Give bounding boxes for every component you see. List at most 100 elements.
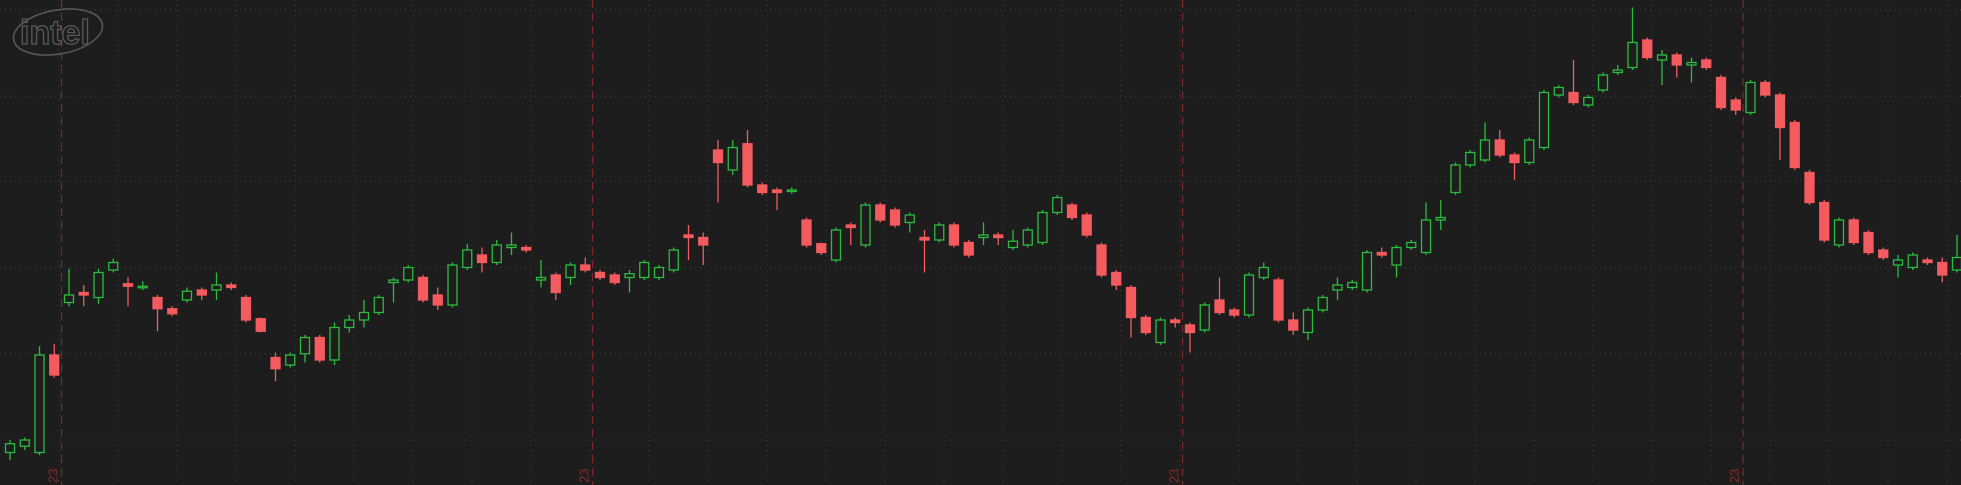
candle-body <box>1435 216 1446 221</box>
candle-body <box>1199 304 1210 331</box>
candle-body <box>1007 240 1019 249</box>
candle-body <box>565 264 576 279</box>
candle-body <box>1907 254 1918 269</box>
candle-body <box>1686 61 1697 66</box>
candle-body <box>4 443 16 454</box>
candle-body <box>1155 319 1166 344</box>
candle-body <box>476 254 488 264</box>
candle-body <box>1627 41 1638 69</box>
logo-swoosh <box>12 8 104 56</box>
candle-body <box>93 271 104 299</box>
candle-body <box>299 336 311 355</box>
candle-body <box>1774 94 1786 129</box>
candle-body <box>1140 316 1151 334</box>
candle-body <box>712 149 724 164</box>
candle-body <box>1317 296 1328 311</box>
candle-body <box>1332 284 1343 291</box>
candle-body <box>1597 74 1609 91</box>
candle-body <box>1361 251 1373 291</box>
candle-body <box>1081 214 1092 236</box>
candle-body <box>344 319 355 329</box>
candle-body <box>1715 76 1727 109</box>
x-tick-label: 23 <box>577 469 592 483</box>
candle-body <box>1878 249 1889 259</box>
candle-body <box>1022 229 1033 246</box>
candle-body <box>49 354 60 376</box>
candle-body <box>122 283 134 287</box>
candle-body <box>1922 259 1933 264</box>
candle-body <box>904 214 915 224</box>
candle-body <box>919 236 930 241</box>
candle-body <box>358 311 370 321</box>
candle-body <box>462 249 473 269</box>
candle-body <box>830 229 842 261</box>
candle-body <box>226 284 237 289</box>
candle-body <box>1583 96 1594 106</box>
candle-body <box>1347 281 1358 289</box>
candle-body <box>1745 81 1756 114</box>
candle-body <box>1450 164 1461 194</box>
candle-body <box>771 189 783 194</box>
candle-body <box>668 249 679 271</box>
candle-body <box>1288 319 1299 331</box>
candle-body <box>653 266 665 279</box>
candle-body <box>1863 231 1874 254</box>
candle-body <box>1538 91 1550 149</box>
candle-body <box>1509 154 1520 164</box>
candle-body <box>1848 219 1859 244</box>
candle-body <box>1420 219 1432 254</box>
candle-body <box>196 289 207 296</box>
candle-body <box>1273 279 1284 321</box>
candle-body <box>1951 256 1961 271</box>
candle-body <box>270 356 281 370</box>
candle-body <box>786 189 797 193</box>
candle-body <box>816 243 827 254</box>
candle-body <box>845 224 856 229</box>
candle-body <box>78 291 89 296</box>
candle-body <box>447 264 458 306</box>
candle-body <box>889 209 901 226</box>
candle-body <box>240 296 252 321</box>
candle-body <box>137 285 148 289</box>
candle-body <box>1391 246 1402 266</box>
candle-body <box>167 308 178 315</box>
candle-body <box>432 294 443 306</box>
candle-body <box>521 246 532 251</box>
candle-body <box>742 143 753 186</box>
candle-body <box>1052 196 1063 214</box>
candle-body <box>1819 201 1830 241</box>
candle-body <box>1406 241 1417 249</box>
candle-body <box>1111 271 1122 286</box>
candle-body <box>1479 139 1491 161</box>
candle-body <box>934 224 945 241</box>
candle-body <box>594 271 606 279</box>
candle-body <box>1243 274 1255 316</box>
candle-body <box>1465 151 1476 166</box>
candle-body <box>801 219 812 246</box>
candle-body <box>1170 319 1181 324</box>
candle-body <box>860 204 871 246</box>
candle-body <box>211 284 222 291</box>
candle-body <box>417 276 429 301</box>
candle-body <box>1214 299 1225 314</box>
candle-body <box>1524 139 1535 164</box>
candle-body <box>624 273 635 279</box>
logo: intel <box>20 14 90 52</box>
candle-body <box>698 236 709 246</box>
candle-body <box>1730 99 1741 111</box>
candle-body <box>993 234 1004 239</box>
candle-body <box>948 224 960 246</box>
candle-body <box>1258 266 1269 279</box>
candle-body <box>1302 309 1314 334</box>
candle-body <box>609 274 620 284</box>
candle-body <box>683 234 694 239</box>
candle-body <box>1184 324 1196 334</box>
candle-body <box>1612 69 1623 74</box>
candle-body <box>1804 171 1815 204</box>
candle-body <box>373 296 384 314</box>
candle-body <box>1833 219 1845 246</box>
candle-body <box>535 276 547 281</box>
candle-body <box>34 354 45 454</box>
candle-body <box>152 296 163 310</box>
